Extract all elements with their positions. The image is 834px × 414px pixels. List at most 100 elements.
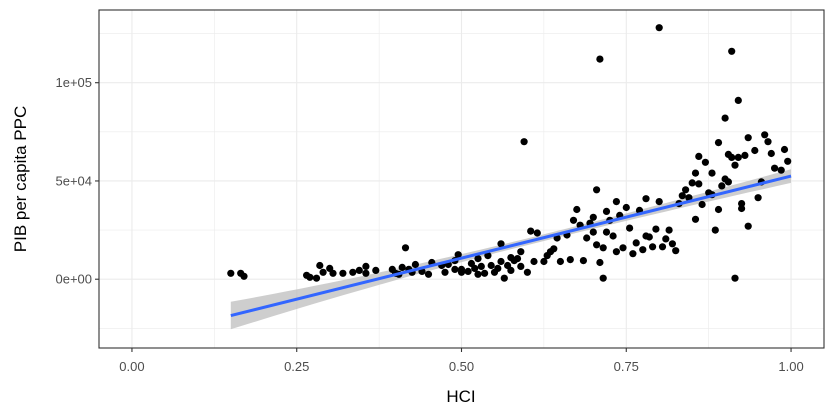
data-point (724, 178, 733, 186)
data-point (454, 251, 462, 259)
y-axis-ticks: 0e+00 5e+04 1e+05 (55, 75, 99, 287)
data-point (566, 256, 574, 264)
data-point (731, 274, 739, 282)
data-point (734, 96, 742, 104)
data-point (691, 215, 700, 223)
data-point (464, 267, 472, 275)
data-point (474, 255, 482, 263)
data-point (626, 224, 634, 232)
data-point (550, 245, 558, 253)
data-point (569, 216, 578, 224)
data-point (649, 243, 657, 251)
data-point (767, 149, 775, 158)
data-point (655, 198, 663, 206)
confidence-band-layer (230, 169, 792, 330)
data-point (629, 250, 637, 258)
data-point (599, 244, 607, 252)
data-point (784, 157, 792, 165)
data-point (533, 229, 541, 237)
data-point (754, 194, 762, 202)
data-point (319, 268, 327, 276)
data-point (487, 261, 495, 270)
data-point (609, 232, 617, 240)
data-point (362, 262, 370, 270)
data-point (688, 179, 696, 187)
data-point (339, 269, 347, 277)
data-point (771, 164, 779, 172)
data-point (734, 153, 742, 161)
data-point (398, 263, 406, 271)
data-point (312, 274, 321, 282)
y-tick-label: 1e+05 (55, 75, 92, 90)
data-point (622, 203, 630, 212)
data-point (349, 268, 357, 276)
x-tick-label: 0.50 (449, 359, 474, 374)
x-axis-title: HCI (446, 387, 475, 406)
x-axis-ticks: 0.00 0.25 0.50 0.75 1.00 (119, 348, 804, 374)
data-point (474, 270, 482, 278)
data-point (481, 269, 489, 277)
data-point (573, 205, 581, 214)
data-point (411, 260, 419, 269)
data-point (744, 134, 752, 142)
data-point (678, 192, 686, 200)
data-point (602, 207, 611, 215)
data-point (471, 264, 479, 272)
data-point (329, 269, 337, 277)
x-tick-label: 0.25 (284, 359, 309, 374)
data-point (227, 269, 235, 277)
data-point (362, 269, 370, 277)
data-point (451, 265, 459, 273)
confidence-band (230, 169, 792, 330)
data-point (589, 213, 597, 221)
data-point (708, 169, 716, 177)
data-point (497, 257, 505, 266)
data-point (593, 241, 601, 249)
data-point (530, 257, 538, 266)
data-point (612, 198, 621, 206)
data-point (682, 186, 690, 194)
data-point (711, 226, 719, 234)
data-point (642, 195, 650, 203)
data-point (728, 153, 736, 161)
data-point (714, 139, 723, 147)
data-point (500, 274, 508, 282)
data-point (741, 151, 749, 159)
data-point (457, 265, 466, 273)
data-point (583, 234, 591, 242)
data-point (632, 239, 640, 247)
data-point (714, 205, 723, 214)
data-point (372, 266, 380, 274)
x-tick-label: 0.00 (119, 359, 144, 374)
data-point (672, 247, 680, 255)
data-point (662, 235, 670, 243)
data-point (738, 204, 746, 213)
data-point (645, 233, 653, 241)
data-point (619, 244, 627, 252)
data-point (701, 158, 710, 166)
data-point (721, 114, 729, 122)
x-tick-label: 1.00 (778, 359, 803, 374)
data-point (316, 261, 324, 270)
data-point (527, 227, 535, 235)
data-point (718, 182, 726, 190)
data-point (494, 264, 502, 272)
data-point (764, 138, 772, 146)
data-point (655, 24, 663, 32)
data-point (612, 248, 621, 256)
data-point (596, 55, 604, 63)
data-point (602, 228, 611, 236)
points-layer (227, 24, 792, 282)
data-point (424, 270, 433, 278)
data-point (477, 262, 485, 270)
y-axis-title: PIB per capita PPC (11, 106, 30, 252)
data-point (517, 248, 525, 256)
data-point (520, 138, 528, 146)
data-point (355, 266, 363, 274)
data-point (599, 274, 607, 282)
data-point (517, 262, 525, 270)
data-point (507, 266, 515, 274)
data-point (401, 244, 410, 252)
data-point (639, 246, 647, 254)
